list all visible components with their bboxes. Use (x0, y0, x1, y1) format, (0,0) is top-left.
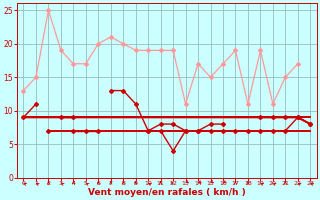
X-axis label: Vent moyen/en rafales ( km/h ): Vent moyen/en rafales ( km/h ) (88, 188, 246, 197)
